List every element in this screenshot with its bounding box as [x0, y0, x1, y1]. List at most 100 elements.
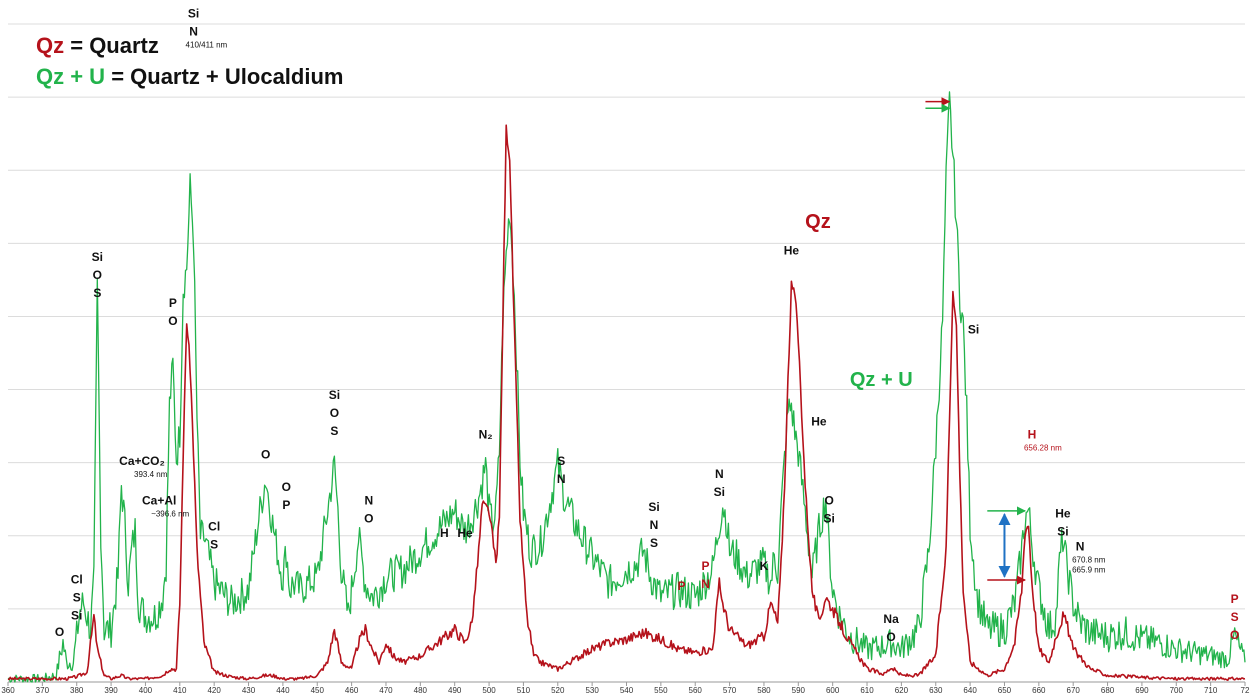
peak-label: O: [168, 314, 177, 328]
peak-label: O: [93, 268, 102, 282]
peak-label: S: [557, 454, 565, 468]
x-tick-label: 580: [757, 686, 771, 694]
peak-wavelength-label: ~396.6 nm: [151, 509, 189, 518]
peak-label: N: [650, 518, 659, 532]
peak-label: P: [677, 579, 685, 593]
x-tick-label: 400: [139, 686, 153, 694]
x-tick-label: 710: [1204, 686, 1218, 694]
legend-qzu-text: = Quartz + Ulocaldium: [105, 64, 344, 89]
legend-entry-quartz-ulocaldium: Qz + U = Quartz + Ulocaldium: [36, 61, 343, 92]
peak-label: S: [650, 536, 658, 550]
peak-label: K: [760, 559, 769, 573]
peak-label: O: [886, 630, 895, 644]
peak-label: O: [364, 511, 373, 525]
peak-wavelength-label: 656.28 nm: [1024, 444, 1062, 453]
chart-legend: Qz = Quartz Qz + U = Quartz + Ulocaldium: [36, 30, 343, 92]
peak-label: He: [811, 414, 827, 428]
peak-label: P: [282, 498, 290, 512]
x-tick-label: 470: [379, 686, 393, 694]
peak-label: Si: [1057, 525, 1068, 539]
x-tick-label: 540: [620, 686, 634, 694]
peak-label: Si: [329, 388, 340, 402]
x-tick-label: 650: [998, 686, 1012, 694]
x-tick-label: 530: [585, 686, 599, 694]
peak-label: N: [364, 493, 373, 507]
peak-label: H: [1028, 428, 1037, 442]
x-tick-label: 490: [448, 686, 462, 694]
legend-qzu-abbr: Qz + U: [36, 64, 106, 89]
peak-label: Si: [71, 608, 82, 622]
x-tick-label: 690: [1135, 686, 1149, 694]
peak-label: Si: [188, 6, 199, 20]
x-tick-label: 480: [414, 686, 428, 694]
peak-wavelength-label: 393.4 nm: [134, 470, 168, 479]
x-tick-label: 610: [860, 686, 874, 694]
peak-label: Ca+Al: [142, 493, 176, 507]
x-tick-label: 72: [1241, 686, 1250, 694]
x-tick-label: 440: [276, 686, 290, 694]
peak-label: He: [1055, 507, 1071, 521]
x-tick-label: 630: [929, 686, 943, 694]
peak-label: Si: [824, 511, 835, 525]
x-tick-label: 640: [963, 686, 977, 694]
peak-label: N: [715, 467, 724, 481]
peak-label: N: [557, 472, 566, 486]
x-tick-label: 410: [173, 686, 187, 694]
peak-label: Cl: [71, 572, 83, 586]
x-tick-label: 390: [104, 686, 118, 694]
legend-entry-quartz: Qz = Quartz: [36, 30, 343, 61]
x-tick-label: 420: [207, 686, 221, 694]
x-tick-label: 550: [654, 686, 668, 694]
peak-wavelength-label: 670.8 nm: [1072, 555, 1106, 564]
peak-label: N: [701, 577, 710, 591]
peak-label: S: [93, 286, 101, 300]
peak-label: N: [1076, 539, 1085, 553]
peak-wavelength-label: 665.9 nm: [1072, 565, 1106, 574]
x-tick-label: 430: [242, 686, 256, 694]
peak-label: N₂: [479, 428, 493, 442]
x-tick-label: 570: [723, 686, 737, 694]
x-tick-label: 670: [1067, 686, 1081, 694]
x-tick-label: 510: [517, 686, 531, 694]
x-tick-label: 380: [70, 686, 84, 694]
peak-label: O: [1230, 628, 1239, 642]
legend-qz-abbr: Qz: [36, 33, 65, 58]
x-tick-label: 450: [311, 686, 325, 694]
x-tick-label: 360: [1, 686, 15, 694]
peak-label: P: [702, 559, 710, 573]
peak-label: O: [282, 480, 291, 494]
x-tick-label: 500: [482, 686, 496, 694]
peak-label: S: [210, 538, 218, 552]
series-line-qz: [7, 124, 1246, 681]
peak-label: P: [1231, 592, 1239, 606]
x-tick-label: 370: [36, 686, 50, 694]
peak-label: P: [169, 296, 177, 310]
series-label: Qz + U: [850, 369, 913, 391]
peak-label: Cl: [208, 520, 220, 534]
series-label: Qz: [805, 211, 831, 233]
x-tick-label: 660: [1032, 686, 1046, 694]
peak-label: S: [330, 424, 338, 438]
peak-wavelength-label: 410/411 nm: [186, 40, 228, 49]
series-line-qz-u: [7, 91, 1246, 683]
peak-label: N: [189, 24, 198, 38]
peak-label: He: [784, 243, 800, 257]
x-tick-label: 600: [826, 686, 840, 694]
peak-label: O: [55, 625, 64, 639]
x-tick-label: 620: [895, 686, 909, 694]
peak-label: Si: [648, 500, 659, 514]
peak-label: S: [73, 590, 81, 604]
peak-label: Si: [714, 485, 725, 499]
peak-label: He: [457, 526, 473, 540]
peak-label: Ca+CO₂: [119, 454, 165, 468]
x-tick-label: 700: [1170, 686, 1184, 694]
x-tick-label: 560: [689, 686, 703, 694]
legend-qz-text: = Quartz: [64, 33, 159, 58]
peak-label: O: [825, 493, 834, 507]
peak-label: H: [440, 526, 449, 540]
x-tick-label: 680: [1101, 686, 1115, 694]
x-tick-label: 460: [345, 686, 359, 694]
peak-label: Si: [968, 322, 979, 336]
peak-label: O: [261, 447, 270, 461]
